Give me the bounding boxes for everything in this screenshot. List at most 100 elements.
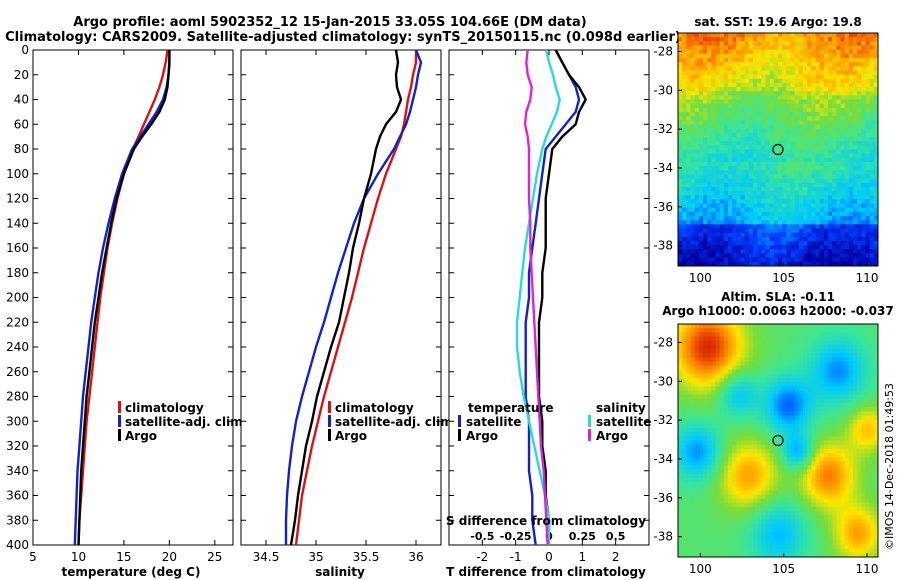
heatmap-cell [694,174,700,180]
heatmap-cell [848,440,854,446]
heatmap-cell [815,257,821,263]
heatmap-cell [740,245,746,250]
temperature-panel: 0204060801001201401601802002202402602803… [6,43,247,579]
heatmap-cell [761,236,766,242]
heatmap-cell [861,128,866,134]
heatmap-cell [815,340,821,346]
heatmap-cell [694,66,700,71]
heatmap-cell [861,37,866,42]
heatmap-cell [715,66,721,71]
heatmap-cell [686,141,691,146]
heatmap-cell [690,241,696,246]
heatmap-cell [719,394,725,400]
heatmap-cell [744,436,750,441]
heatmap-cell [844,91,850,96]
heatmap-cell [823,253,829,259]
heatmap-cell [807,112,812,117]
heatmap-cell [803,419,808,425]
heatmap-cell [815,186,821,192]
heatmap-cell [748,249,754,254]
heatmap-cell [769,261,775,266]
heatmap-cell [703,324,708,329]
heatmap-cell [765,66,771,71]
heatmap-cell [853,448,858,454]
heatmap-cell [861,174,866,180]
heatmap-cell [744,211,750,217]
heatmap-cell [765,170,771,175]
heatmap-cell [715,361,721,367]
heatmap-cell [848,211,854,217]
heatmap-cell [819,216,825,221]
heatmap-cell [844,116,850,121]
heatmap-cell [686,145,691,150]
heatmap-cell [753,53,758,59]
heatmap-cell [715,353,721,358]
heatmap-cell [682,228,687,234]
heatmap-cell [844,469,850,475]
heatmap-cell [740,332,746,337]
heatmap-cell [873,124,878,130]
heatmap-cell [686,432,691,437]
heatmap-cell [873,457,878,462]
heatmap-cell [832,228,837,234]
heatmap-cell [744,253,750,259]
heatmap-cell [823,361,829,367]
heatmap-cell [740,361,746,367]
heatmap-cell [740,211,746,217]
heatmap-cell [703,211,708,217]
heatmap-cell [778,348,783,354]
heatmap-cell [861,91,866,96]
heatmap-cell [798,324,804,329]
heatmap-cell [761,182,766,188]
heatmap-cell [790,477,796,483]
heatmap-cell [719,62,725,67]
heatmap-cell [790,398,796,404]
heatmap-cell [678,141,683,146]
heatmap-cell [765,116,771,121]
heatmap-cell [840,170,846,175]
heatmap-cell [744,228,750,234]
heatmap-cell [823,149,829,155]
heatmap-cell [761,257,766,263]
heatmap-cell [740,224,746,229]
heatmap-cell [853,216,858,221]
heatmap-cell [815,103,821,109]
heatmap-cell [736,199,741,204]
heatmap-cell [678,407,683,412]
heatmap-cell [744,340,750,346]
heatmap-cell [769,340,775,346]
heatmap-cell [848,486,854,491]
heatmap-cell [807,378,812,383]
heatmap-cell [798,74,804,80]
heatmap-cell [773,465,779,471]
legend-swatch-t-satellite [458,415,461,427]
heatmap-cell [811,469,816,475]
heatmap-cell [782,344,787,350]
heatmap-cell [765,178,771,184]
heatmap-cell [786,461,791,466]
heatmap-cell [757,124,762,130]
heatmap-cell [798,103,804,109]
heatmap-cell [819,257,825,263]
heatmap-cell [794,386,800,391]
heatmap-cell [869,33,875,38]
heatmap-cell [707,220,712,225]
heatmap-cell [832,203,837,209]
heatmap-cell [844,37,850,42]
heatmap-cell [848,203,854,209]
heatmap-cell [786,336,791,342]
heatmap-cell [786,241,791,246]
heatmap-cell [865,461,871,466]
heatmap-cell [773,448,779,454]
heatmap-cell [823,382,829,387]
heatmap-cell [686,423,691,429]
heatmap-cell [794,45,800,51]
heatmap-cell [853,62,858,67]
heatmap-cell [786,407,791,412]
heatmap-cell [736,191,741,196]
heatmap-cell [736,228,741,234]
heatmap-cell [732,436,737,441]
heatmap-cell [823,348,829,354]
heatmap-cell [861,224,866,229]
heatmap-cell [836,249,841,254]
